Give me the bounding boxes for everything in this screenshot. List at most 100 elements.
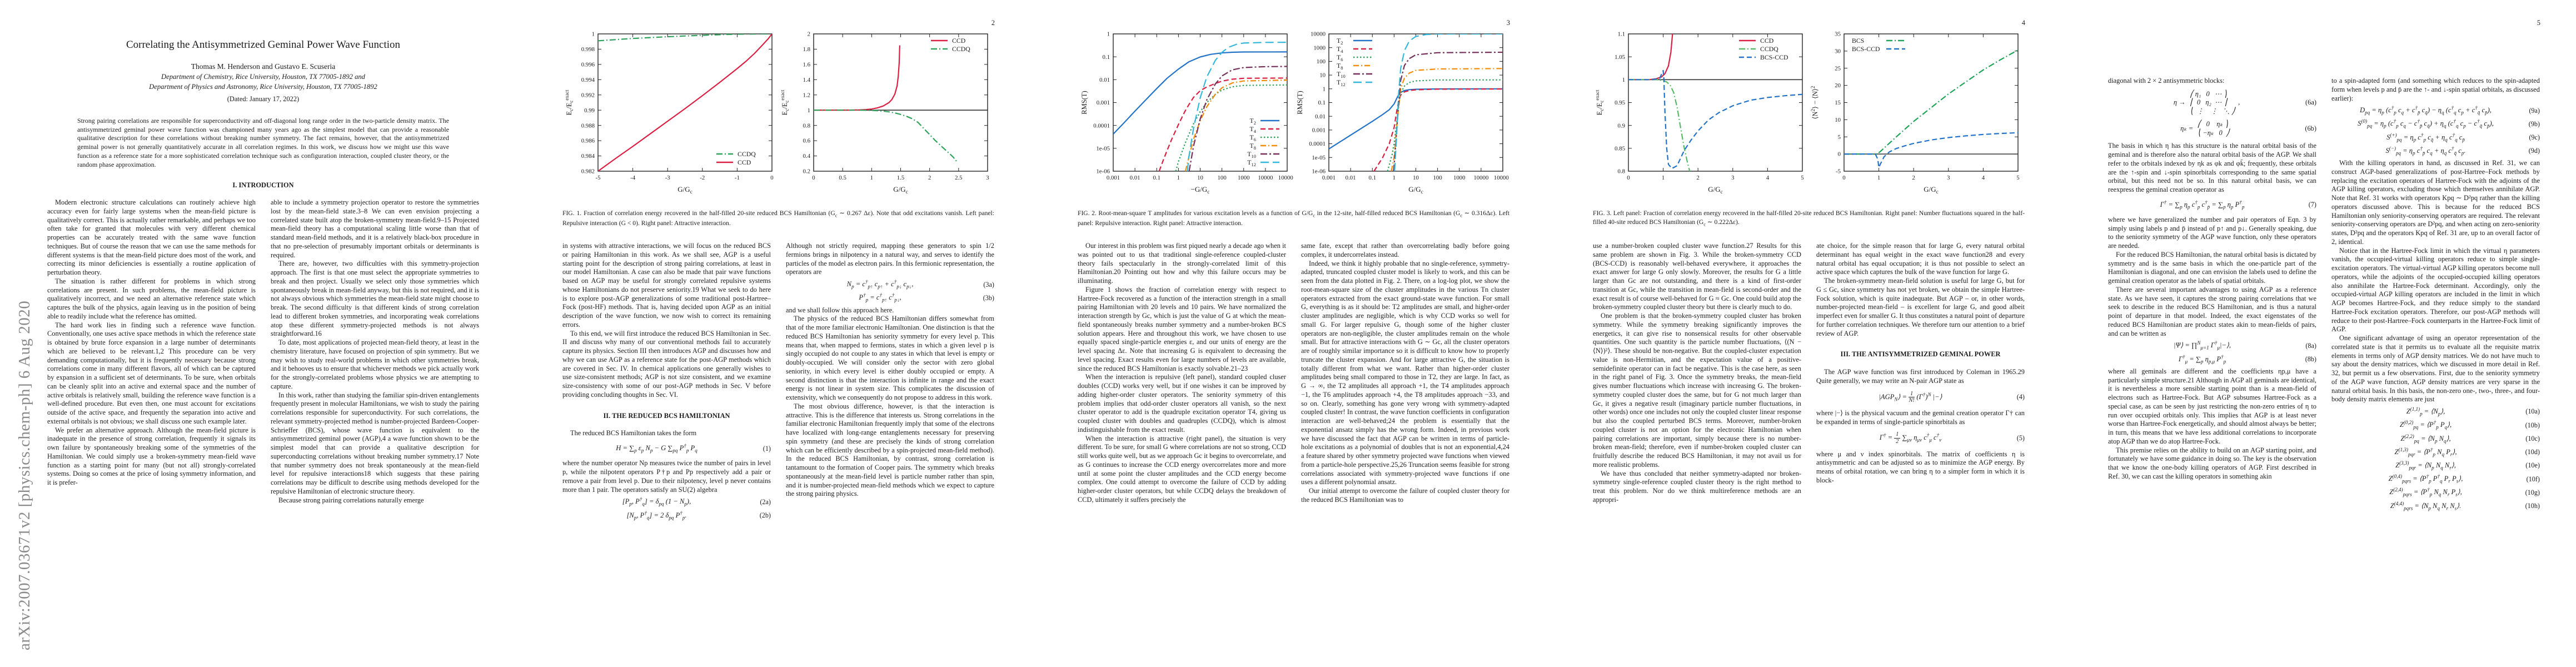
svg-text:CCDQ: CCDQ [952, 45, 970, 53]
equation: Z(1,1)p = ⟨Np⟩, (10a) [2406, 406, 2540, 417]
svg-text:CCD: CCD [738, 158, 751, 166]
svg-text:⟨N2⟩ − ⟨N⟩2: ⟨N2⟩ − ⟨N⟩2 [1810, 86, 1819, 120]
arxiv-watermark: arXiv:2007.03671v2 [physics.chem-ph] 6 A… [16, 300, 33, 650]
svg-text:CCD: CCD [952, 37, 966, 44]
svg-text:1: 1 [1177, 175, 1179, 181]
svg-text:1.1: 1.1 [1617, 31, 1625, 38]
svg-text:T12: T12 [1247, 158, 1256, 167]
svg-text:0.01: 0.01 [1345, 175, 1356, 181]
figure-caption: FIG. 2. Root-mean-square T amplitudes fo… [1078, 210, 1510, 227]
fig1-right-chart: 0 0.5 1 1.5 2 2.5 3 0.2 0.4 0.6 0.8 1 1.2 1.4 1.6 1.8 2 G… [780, 31, 989, 195]
svg-text:-5: -5 [595, 175, 600, 181]
svg-text:0.1: 0.1 [1318, 99, 1326, 106]
equation: Z(2,4)pqrs = ⟨P†p Nq Nr Ps⟩, (10g) [2389, 487, 2540, 498]
equation: η → ⎛ η₁ 0 ⋯ ⎞ ⎜ 0 η₂ ⋯ ⎟ ⎝ ⋮ ⋮ ⋱ ⎠ , (6… [2173, 89, 2316, 115]
paragraph: This premise relies on the ability to bu… [2108, 446, 2316, 480]
svg-text:T2: T2 [1337, 37, 1343, 46]
column-left: use a number-broken coupled cluster wave… [1593, 242, 1801, 505]
svg-text:T10: T10 [1247, 150, 1256, 159]
column-right: able to include a symmetry projection op… [271, 198, 479, 505]
svg-text:T12: T12 [1337, 78, 1346, 87]
svg-text:1.6: 1.6 [803, 61, 810, 68]
affiliation-2: Department of Physics and Astronomy, Ric… [149, 83, 377, 91]
paragraph: same fate, except that rather than overc… [1301, 242, 1509, 258]
svg-text:30: 30 [1835, 48, 1841, 54]
paragraph: Notice that in the Hartree-Fock limit in… [2331, 246, 2540, 334]
svg-text:1000: 1000 [1453, 175, 1465, 181]
svg-text:10: 10 [1413, 175, 1419, 181]
svg-text:100: 100 [1217, 175, 1226, 181]
paragraph: With the killing operators in hand, as d… [2331, 159, 2540, 246]
svg-text:0: 0 [1842, 175, 1845, 181]
svg-text:0.01: 0.01 [1129, 175, 1140, 181]
svg-text:0.001: 0.001 [1106, 175, 1119, 181]
svg-text:Ec/Ecexact: Ec/Ecexact [780, 89, 790, 115]
svg-text:2: 2 [807, 31, 810, 38]
svg-text:1: 1 [807, 107, 810, 114]
svg-text:0.99: 0.99 [584, 107, 595, 114]
page-number: 4 [2021, 19, 2025, 27]
svg-text:100000: 100000 [1493, 175, 1508, 181]
paragraph: where |−⟩ is the physical vacuum and the… [1816, 409, 2025, 426]
svg-text:T8: T8 [1249, 142, 1255, 151]
svg-text:15: 15 [1835, 99, 1841, 106]
paragraph: We prefer an alternative approach. Altho… [47, 426, 256, 487]
svg-text:T6: T6 [1249, 133, 1255, 142]
svg-text:0.01: 0.01 [1099, 77, 1110, 83]
equation: ηₖ = ⎛ 0 ηₖ ⎞ ⎝ −ηₖ 0 ⎠ (6b) [2180, 120, 2316, 137]
paragraph: where μ and ν index spinorbitals. The ma… [1816, 450, 2025, 484]
svg-text:0.4: 0.4 [803, 153, 810, 160]
svg-text:1000: 1000 [1237, 175, 1249, 181]
svg-text:-4: -4 [630, 175, 636, 181]
paragraph: Figure 1 shows the fraction of correlati… [1078, 285, 1286, 372]
equation: S(+)pq = ηp c†p cq̄ + ηq c†q cp̄ (9c) [2386, 132, 2540, 143]
equation: P†p = c†p↑ c†p↓, (3b) [859, 292, 994, 303]
figure-1: -5 -4 -3 -2 -1 0 0.982 0.984 0.986 0.988 0.99 0.992… [562, 28, 994, 196]
column-right: ate choice, for the simple reason that f… [1816, 242, 2025, 505]
svg-text:0.988: 0.988 [581, 122, 594, 129]
section-heading: III. THE ANTISYMMETRIZED GEMINAL POWER [1840, 350, 2001, 359]
svg-text:T10: T10 [1337, 70, 1346, 79]
paragraph: diagonal with 2 × 2 antisymmetric blocks… [2108, 77, 2225, 84]
svg-text:1: 1 [1877, 175, 1880, 181]
svg-text:Ec/Ecexact: Ec/Ecexact [1595, 89, 1605, 115]
svg-text:0.8: 0.8 [803, 122, 810, 129]
paragraph: Our interest in this problem was first p… [1078, 242, 1286, 285]
svg-text:G/Gc: G/Gc [1408, 185, 1423, 195]
fig2-left-chart: 0.001 0.01 0.1 1 10 100 1000 10000 100000 1 0.1 0.0… [1080, 31, 1293, 195]
paragraph: For the reduced BCS Hamiltonian, the nat… [2108, 250, 2316, 285]
paragraph: where we have generalized the number and… [2108, 215, 2316, 250]
svg-text:4: 4 [1981, 175, 1985, 181]
paragraph: The reduced BCS Hamiltonian takes the fo… [570, 429, 697, 437]
svg-text:10000: 10000 [1473, 175, 1488, 181]
figure-2: 0.001 0.01 0.1 1 10 100 1000 10000 100000 1 0.1 0.0… [1078, 28, 1509, 196]
page-3: 3 0.0010.010.111010010001000010000010.10… [1030, 0, 1546, 667]
svg-text:10000: 10000 [1311, 31, 1326, 38]
paragraph: One problem is that the broken-symmetry … [1593, 312, 1801, 469]
svg-text:100: 100 [1316, 58, 1325, 65]
column-left: in systems with attractive interactions,… [562, 242, 771, 524]
svg-text:1.4: 1.4 [803, 77, 810, 83]
fig2-right-chart: 0.0010.010.11101001000100001000001000010… [1296, 31, 1509, 195]
svg-text:1.5: 1.5 [896, 175, 904, 181]
section-heading: II. THE REDUCED BCS HAMILTONIAN [603, 411, 730, 420]
equation: Dpq = ηp (c†p cq + c†p̄ cq̄) − ηq (c†q c… [2360, 105, 2540, 116]
svg-text:BCS: BCS [1852, 37, 1864, 44]
page-2: 2 -5 -4 -3 -2 -1 0 0.982 0.984 0.986 0.988 0.99 0.9… [515, 0, 1030, 667]
affiliation-1: Department of Chemistry, Rice University… [161, 73, 365, 81]
svg-text:0.001: 0.001 [1312, 127, 1325, 134]
abstract: Strong pairing correlations are responsi… [77, 117, 449, 168]
svg-text:T6: T6 [1337, 53, 1343, 62]
equation: S(0)pq = ηp (c†p cq − c†p̄ cq̄) + ηq (c†… [2358, 118, 2540, 130]
svg-text:0.9: 0.9 [1617, 122, 1625, 129]
svg-text:1.2: 1.2 [803, 92, 810, 98]
paragraph: Indeed, we think it highly probable that… [1301, 259, 1509, 486]
paragraph: where all geminals are different and the… [2108, 367, 2316, 445]
svg-text:5: 5 [2016, 175, 2019, 181]
svg-text:0.0001: 0.0001 [1093, 122, 1110, 129]
svg-text:0: 0 [812, 175, 815, 181]
svg-text:T8: T8 [1337, 62, 1343, 71]
svg-text:10: 10 [1835, 117, 1841, 123]
